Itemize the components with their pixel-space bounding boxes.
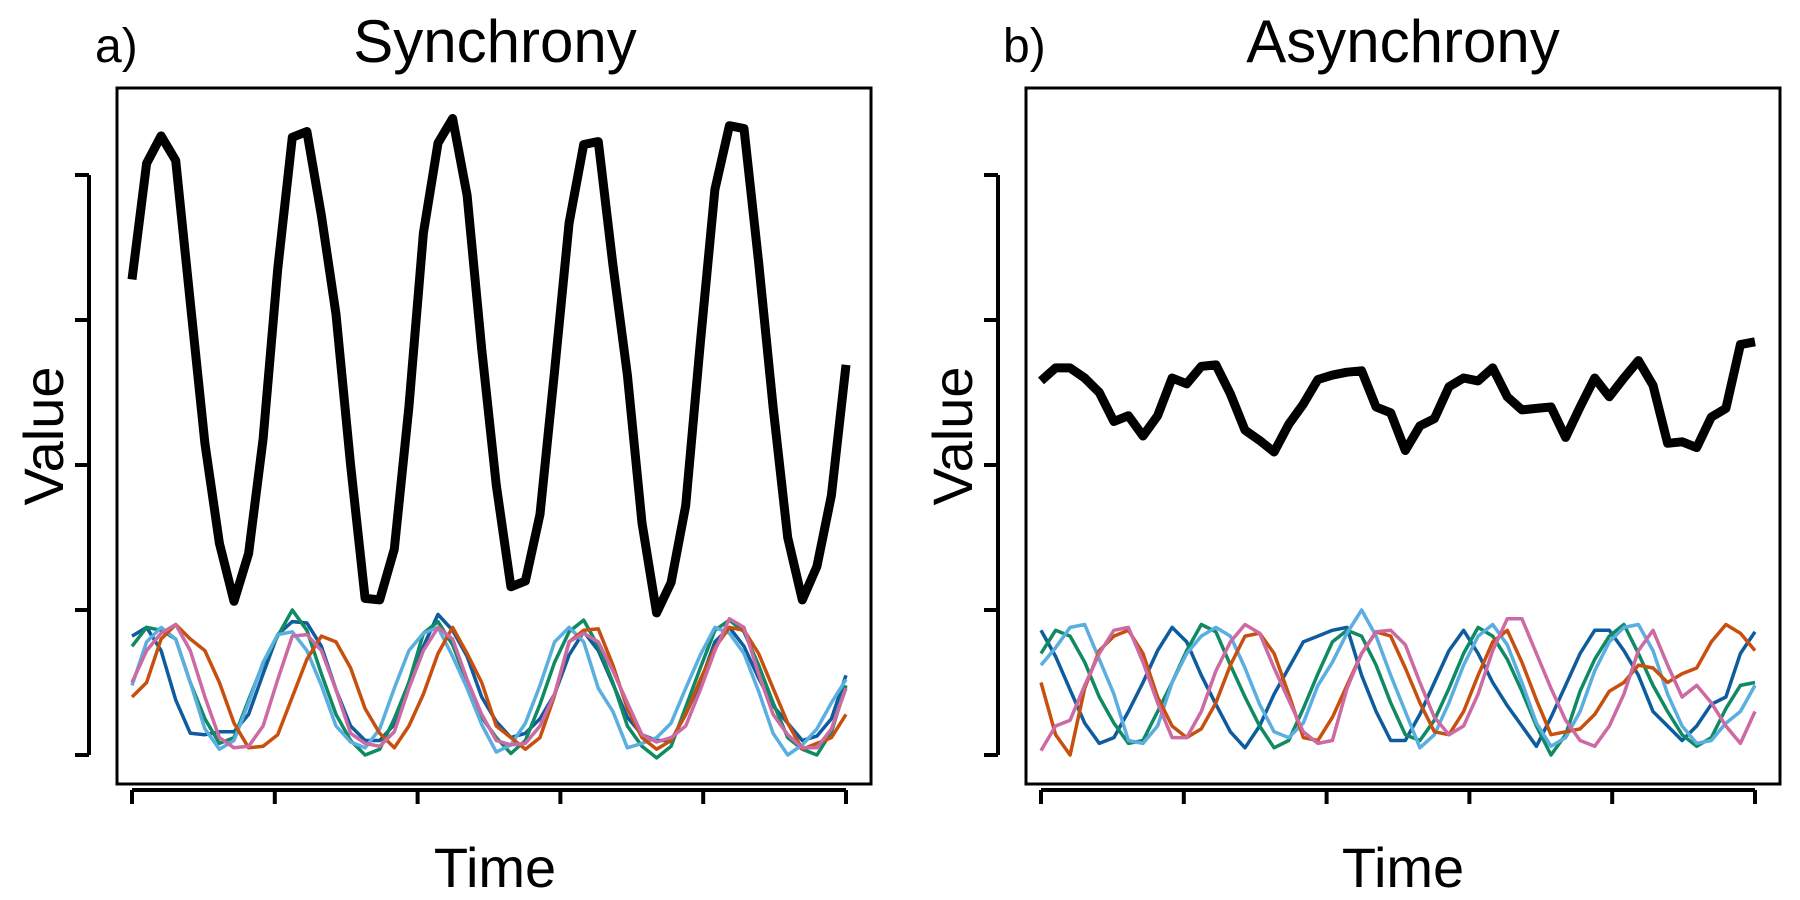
series-line-total	[127, 114, 851, 618]
series-line-species-4	[130, 622, 848, 751]
panel-synchrony: a) Synchrony Time Value	[12, 8, 873, 899]
panel-letter: b)	[1003, 20, 1046, 73]
series-line-species-5	[1039, 616, 1757, 752]
panel-letter: a)	[95, 20, 138, 73]
x-axis	[1039, 788, 1757, 804]
panel-title: Asynchrony	[1246, 8, 1559, 75]
series-layer	[127, 114, 851, 760]
y-axis	[984, 173, 1000, 757]
series-layer	[1038, 337, 1757, 757]
series-line-species-4	[1039, 622, 1757, 757]
series-line-species-1	[1039, 625, 1757, 750]
panel-asynchrony: b) Asynchrony Time Value	[921, 8, 1782, 899]
x-axis-label: Time	[434, 836, 556, 899]
x-axis-label: Time	[1342, 836, 1464, 899]
plot-frame	[115, 86, 873, 786]
y-axis-label: Value	[921, 366, 984, 505]
y-axis-label: Value	[12, 366, 75, 505]
panel-title: Synchrony	[353, 8, 636, 75]
series-line-total	[1038, 337, 1756, 457]
x-axis	[130, 788, 848, 804]
y-axis	[75, 173, 91, 757]
plot-frame	[1024, 86, 1782, 786]
series-line-species-3	[1039, 608, 1757, 750]
series-line-species-5	[130, 616, 848, 750]
series-line-species-3	[130, 625, 848, 757]
